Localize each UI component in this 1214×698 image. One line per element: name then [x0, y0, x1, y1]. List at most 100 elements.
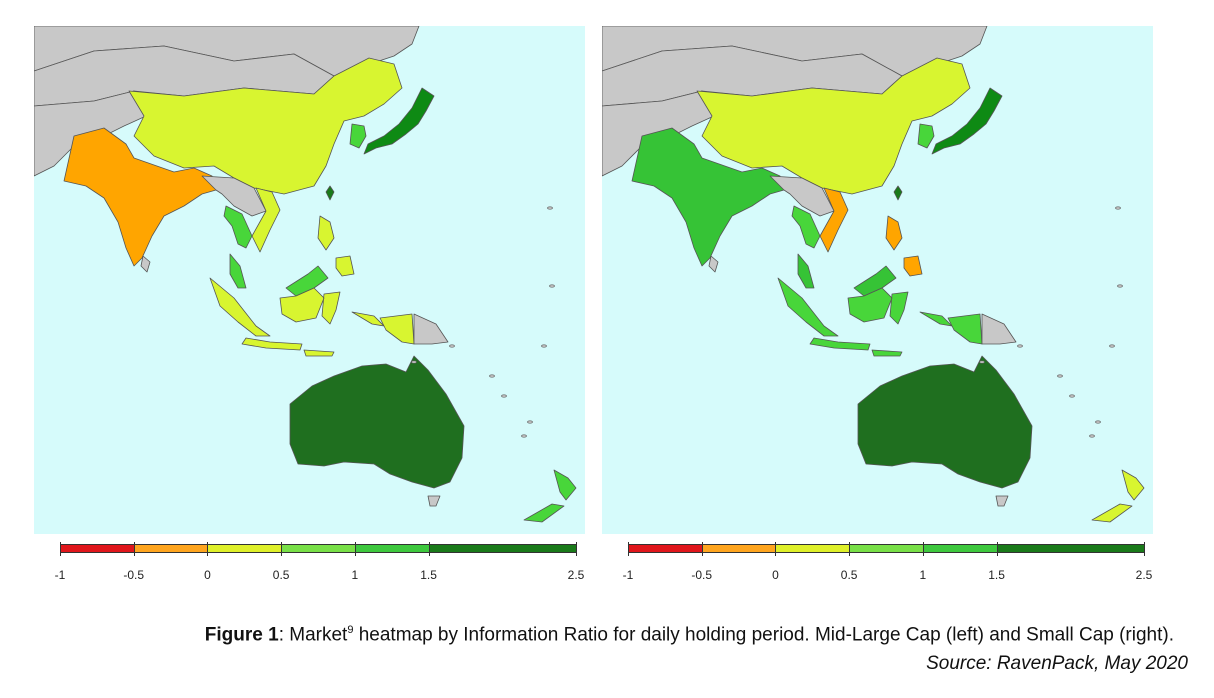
region-taiwan	[325, 185, 335, 201]
colorbar-segment	[60, 544, 134, 553]
region-papua-id	[947, 313, 983, 345]
colorbar-tick	[133, 542, 135, 556]
colorbar-ticks	[60, 542, 577, 556]
region-malaysia	[797, 253, 815, 289]
colorbar-tick-label: -1	[622, 568, 634, 582]
small-island	[549, 284, 555, 288]
figure-source: Source: RavenPack, May 2020	[926, 653, 1188, 674]
region-newzealand	[1091, 469, 1145, 523]
colorbar-tick-label: 1.5	[420, 568, 437, 582]
colorbar-segment	[775, 544, 850, 553]
colorbar-tick-label: 0.5	[272, 568, 290, 582]
colorbar-tick	[60, 542, 61, 556]
small-island	[449, 344, 455, 348]
region-tasmania	[427, 495, 441, 507]
colorbar-segment	[207, 544, 282, 553]
small-island	[1069, 394, 1075, 398]
colorbar-tick-label: 1	[919, 568, 927, 582]
region-srilanka	[140, 255, 151, 273]
region-china	[128, 57, 403, 195]
map-panel-small-cap	[602, 26, 1153, 534]
small-island	[1117, 284, 1123, 288]
small-island	[547, 206, 553, 210]
region-png	[413, 313, 449, 345]
colorbar-segment	[354, 544, 429, 553]
region-tasmania	[995, 495, 1009, 507]
region-indonesia	[777, 277, 953, 357]
colorbar-tick	[281, 542, 283, 556]
region-philippines	[885, 215, 923, 277]
region-philippines	[317, 215, 355, 277]
region-thailand	[791, 205, 821, 249]
region-southeastasia-rest	[769, 175, 835, 217]
region-korea	[917, 123, 935, 149]
map-svg	[34, 26, 585, 534]
small-island	[527, 420, 533, 424]
small-island	[501, 394, 507, 398]
colorbar-segment	[701, 544, 776, 553]
colorbar-tick-label: -0.5	[123, 568, 145, 582]
legend-colorbar-left: -1 -0.5 0 0.5 1 1.5 2.5	[55, 542, 584, 584]
small-island	[1109, 344, 1115, 348]
colorbar-tick	[628, 542, 629, 556]
colorbar-segment	[996, 544, 1144, 553]
colorbar-tick-label: 0	[772, 568, 779, 582]
caption-text-a: : Market	[278, 624, 348, 646]
map-svg	[602, 26, 1153, 534]
colorbar-tick-label: 1	[351, 568, 359, 582]
region-vietnam	[251, 187, 281, 253]
small-island	[1089, 434, 1095, 438]
colorbar-segment	[922, 544, 997, 553]
small-island	[541, 344, 547, 348]
small-island	[1095, 420, 1101, 424]
colorbar-tick-label: 0.5	[840, 568, 858, 582]
colorbar-tick	[849, 542, 851, 556]
colorbar-tick	[775, 542, 777, 556]
colorbar-segment	[628, 544, 702, 553]
colorbar-tick	[996, 542, 998, 556]
small-island	[979, 360, 985, 364]
colorbar	[628, 544, 1144, 553]
region-southeastasia-rest	[201, 175, 267, 217]
colorbar-tick	[354, 542, 356, 556]
small-island	[1115, 206, 1121, 210]
small-island	[411, 360, 417, 364]
colorbar-tick-label: 0	[204, 568, 211, 582]
region-australia	[857, 355, 1033, 489]
region-india	[63, 127, 217, 267]
region-papua-id	[379, 313, 415, 345]
colorbar-segment	[849, 544, 923, 553]
colorbar-tick	[576, 542, 577, 556]
small-island	[489, 374, 495, 378]
colorbar-tick-label: 2.5	[567, 568, 585, 582]
small-island	[521, 434, 527, 438]
colorbar-tick	[922, 542, 924, 556]
map-panel-mid-large-cap	[34, 26, 585, 534]
colorbar-segment	[133, 544, 208, 553]
region-japan	[363, 87, 435, 155]
region-newzealand	[523, 469, 577, 523]
region-australia	[289, 355, 465, 489]
colorbar-tick-label: -0.5	[691, 568, 713, 582]
legend-colorbar-right: -1 -0.5 0 0.5 1 1.5 2.5	[623, 542, 1152, 584]
region-korea	[349, 123, 367, 149]
colorbar-tick	[1144, 542, 1145, 556]
figure-caption: Figure 1: Market9 heatmap by Information…	[0, 624, 1174, 646]
colorbar-tick	[428, 542, 430, 556]
colorbar-tick-label: 1.5	[988, 568, 1005, 582]
caption-text-b: heatmap by Information Ratio for daily h…	[353, 624, 1174, 646]
region-indonesia	[209, 277, 385, 357]
caption-footnote-mark: 9	[347, 624, 354, 636]
region-india	[631, 127, 785, 267]
figure-label: Figure 1	[204, 624, 279, 646]
region-srilanka	[708, 255, 719, 273]
region-png	[981, 313, 1017, 345]
region-thailand	[223, 205, 253, 249]
small-island	[1017, 344, 1023, 348]
region-vietnam	[819, 187, 849, 253]
colorbar-tick-label: -1	[54, 568, 66, 582]
colorbar-tick-label: 2.5	[1135, 568, 1153, 582]
colorbar-segment	[428, 544, 576, 553]
colorbar-segment	[281, 544, 355, 553]
region-taiwan	[893, 185, 903, 201]
